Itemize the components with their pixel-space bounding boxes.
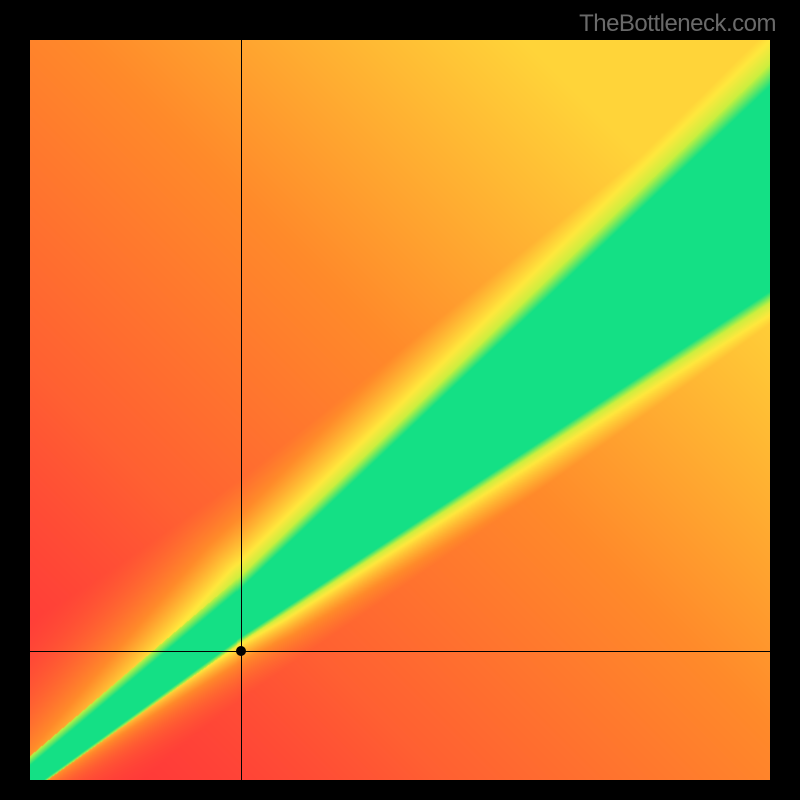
crosshair-horizontal — [30, 651, 770, 652]
chart-container: TheBottleneck.com — [0, 0, 800, 800]
watermark-text: TheBottleneck.com — [579, 10, 776, 38]
crosshair-vertical — [241, 40, 242, 780]
heatmap-plot — [30, 40, 770, 780]
heatmap-canvas — [30, 40, 770, 780]
crosshair-marker — [236, 646, 246, 656]
